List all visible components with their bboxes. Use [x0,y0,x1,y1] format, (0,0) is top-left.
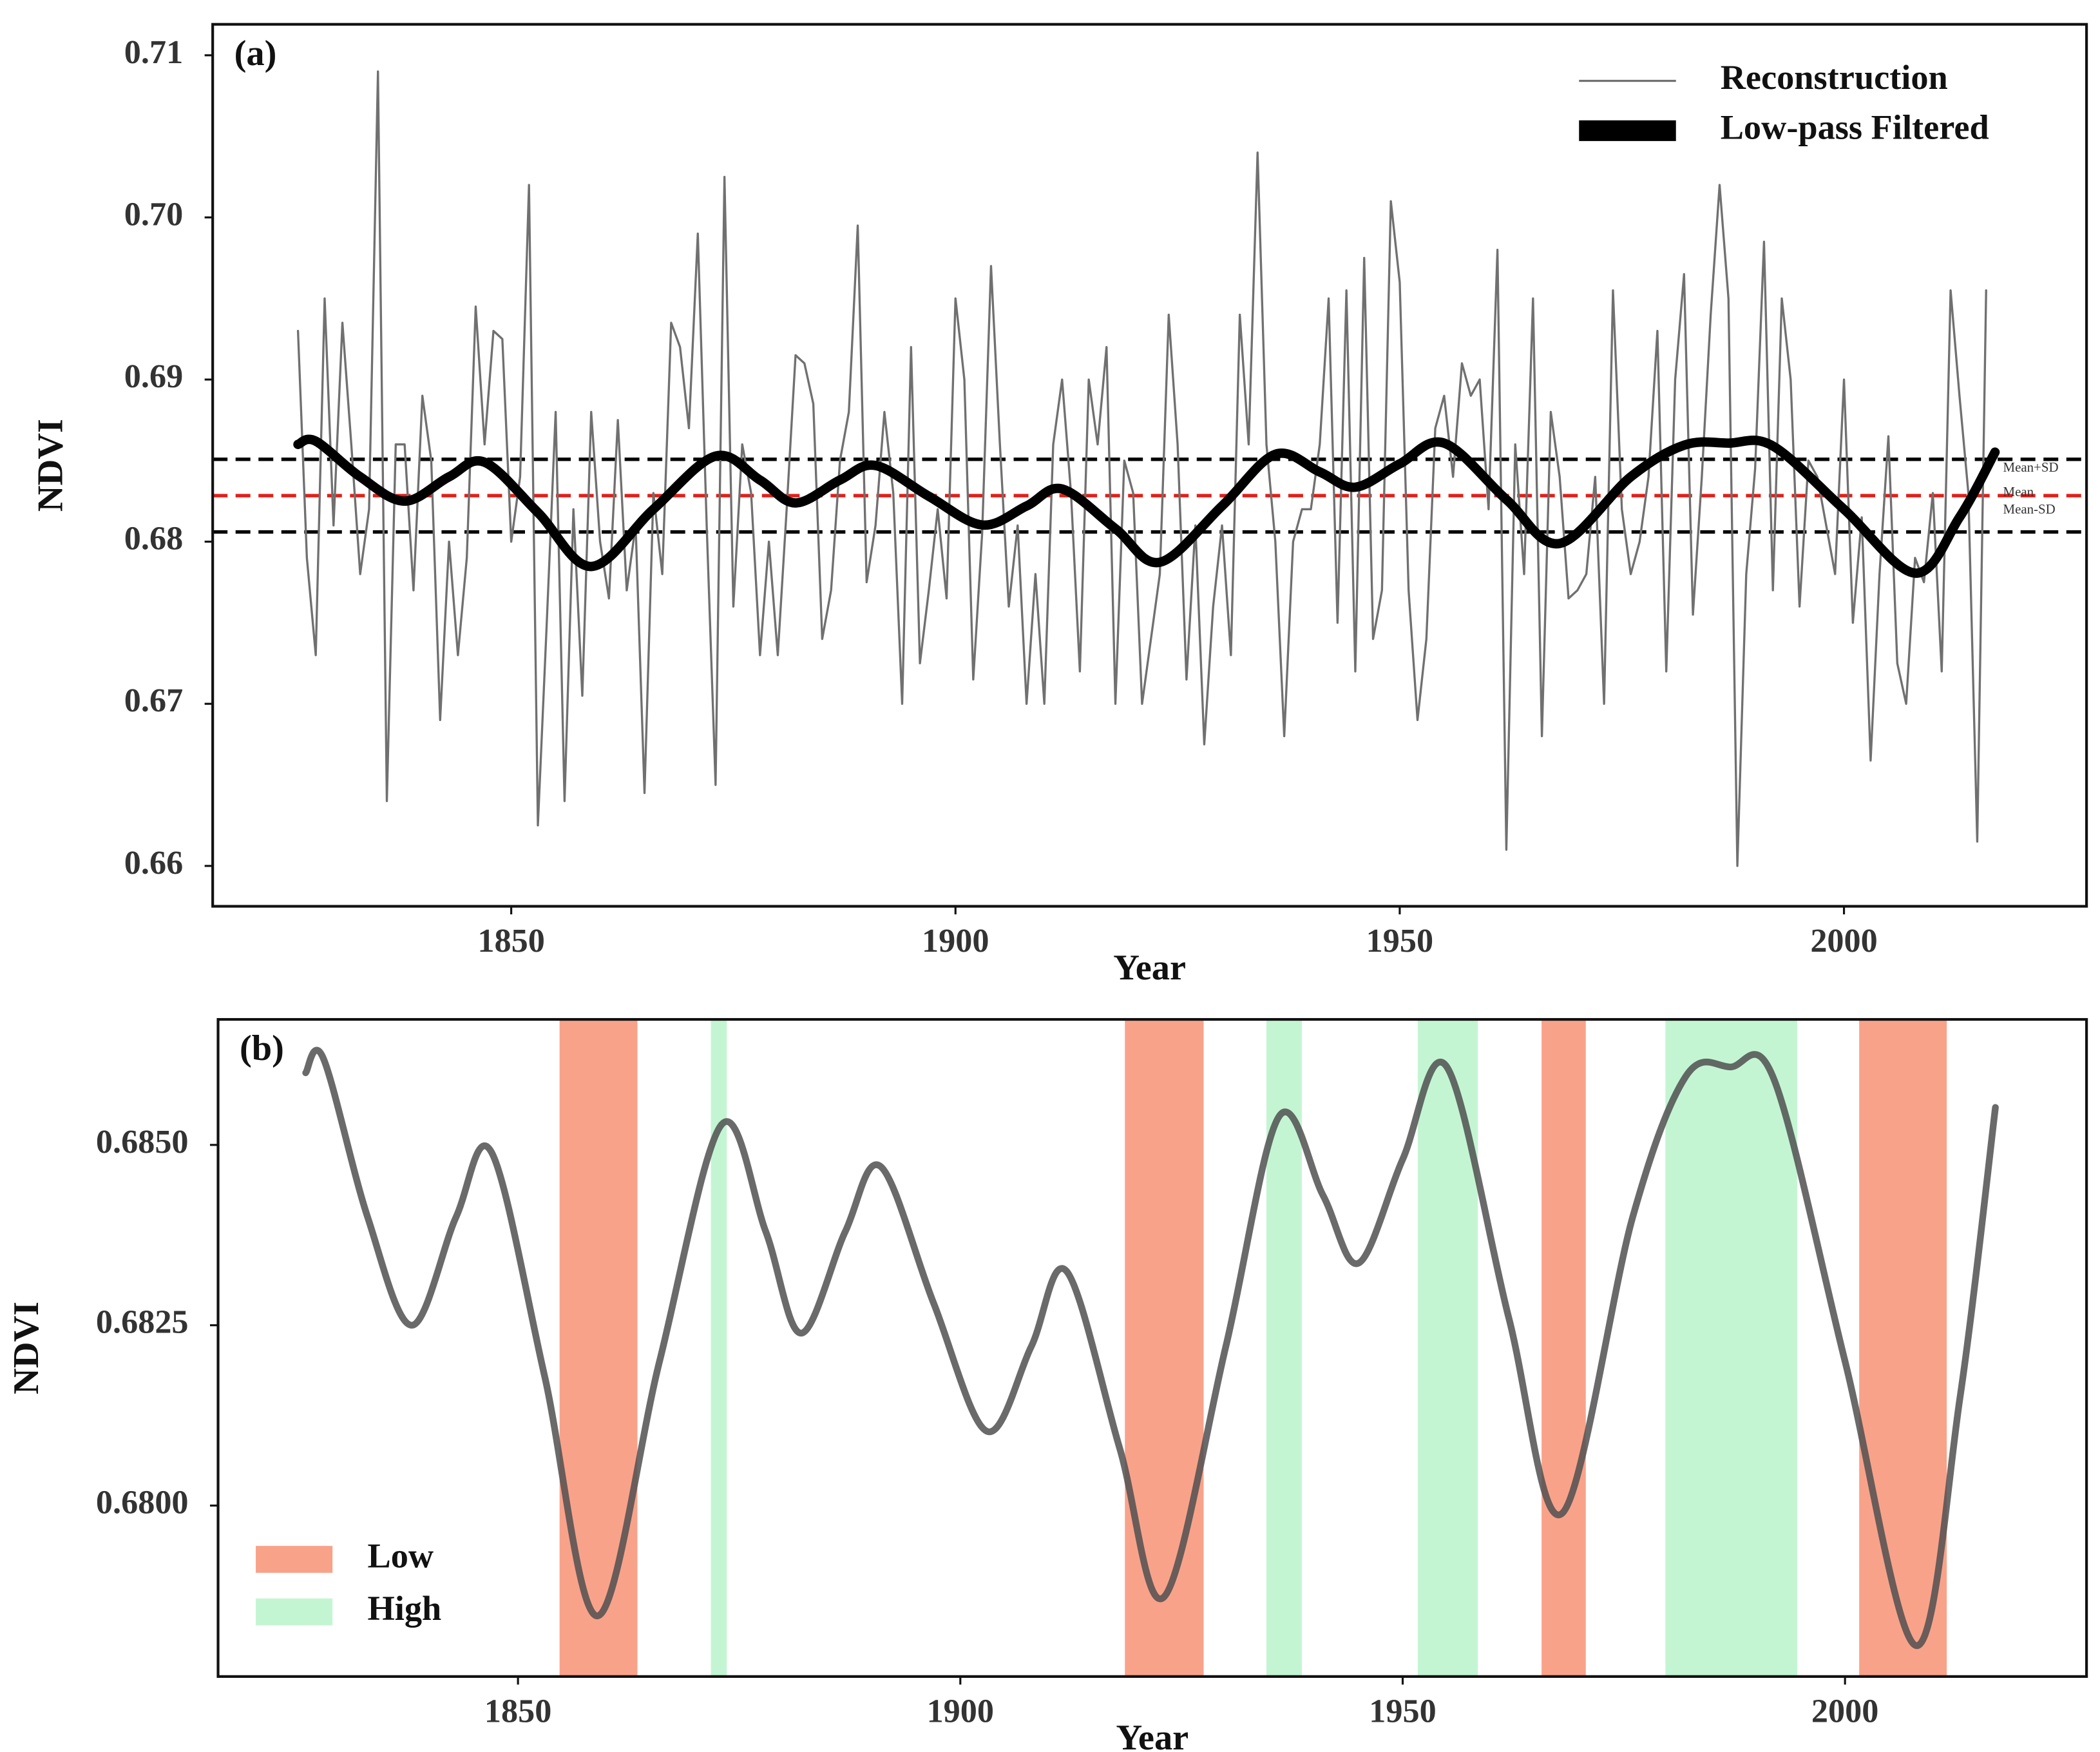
reference-label: Mean [2003,484,2034,499]
y-axis-label: NDVI [31,419,71,512]
x-axis-label: Year [1113,948,1186,988]
span [1125,1019,1204,1677]
x-tick-label: 1950 [1366,922,1433,959]
y-tick-label: 0.71 [124,34,183,71]
y-tick-label: 0.6800 [96,1484,189,1521]
x-tick-label: 1850 [484,1692,551,1729]
legend-label: Low [368,1537,434,1575]
y-tick-label: 0.6825 [96,1304,189,1341]
span [711,1019,727,1677]
legend-label: Low-pass Filtered [1721,108,1989,146]
x-tick-label: 1900 [922,922,989,959]
span [1542,1019,1586,1677]
y-tick-label: 0.66 [124,844,183,881]
span [559,1019,638,1677]
x-tick-label: 2000 [1811,1692,1878,1729]
y-axis-label: NDVI [6,1302,46,1394]
x-tick-label: 1850 [477,922,544,959]
plot-area [302,1019,1999,1677]
legend-label: High [368,1589,442,1628]
y-tick-label: 0.67 [124,682,183,719]
span [1417,1019,1478,1677]
x-tick-label: 1950 [1369,1692,1436,1729]
reference-label: Mean-SD [2003,501,2056,517]
legend-swatch [256,1546,333,1573]
x-tick-label: 1900 [927,1692,994,1729]
plot-area [213,70,2087,867]
span [1665,1019,1798,1677]
frame [216,1017,2088,1678]
x-axis-label: Year [1116,1718,1188,1752]
frame [211,23,2088,908]
data-line [302,1046,1999,1649]
x-tick-label: 2000 [1810,922,1877,959]
reference-label: Mean+SD [2003,459,2059,475]
panel-label: (a) [234,34,277,73]
span [1859,1019,1947,1677]
legend-swatch [256,1598,333,1626]
legend-label: Reconstruction [1721,58,1948,97]
data-line [293,434,2000,578]
y-tick-label: 0.70 [124,195,183,233]
y-tick-label: 0.6850 [96,1123,189,1160]
data-line [296,70,1987,867]
panel-label: (b) [240,1028,284,1068]
y-tick-label: 0.69 [124,358,183,395]
y-tick-label: 0.68 [124,520,183,557]
